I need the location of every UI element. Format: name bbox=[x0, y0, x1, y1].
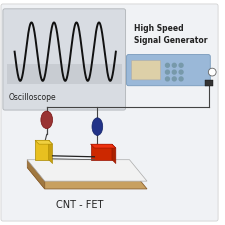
Text: CNT - FET: CNT - FET bbox=[56, 200, 104, 209]
Ellipse shape bbox=[92, 118, 103, 135]
FancyBboxPatch shape bbox=[1, 4, 218, 221]
Circle shape bbox=[125, 170, 134, 180]
Polygon shape bbox=[27, 167, 147, 189]
Bar bbox=[7, 64, 122, 84]
Circle shape bbox=[166, 70, 169, 74]
Circle shape bbox=[172, 63, 176, 67]
Polygon shape bbox=[35, 140, 49, 160]
Polygon shape bbox=[49, 140, 53, 164]
Polygon shape bbox=[90, 144, 116, 148]
Circle shape bbox=[172, 70, 176, 74]
Circle shape bbox=[179, 63, 183, 67]
FancyBboxPatch shape bbox=[3, 9, 126, 110]
Polygon shape bbox=[90, 144, 112, 160]
Circle shape bbox=[208, 68, 216, 76]
Circle shape bbox=[179, 70, 183, 74]
Circle shape bbox=[179, 77, 183, 81]
FancyBboxPatch shape bbox=[131, 61, 161, 80]
Circle shape bbox=[172, 77, 176, 81]
Circle shape bbox=[166, 63, 169, 67]
Ellipse shape bbox=[41, 111, 53, 128]
Bar bbox=[205, 80, 213, 86]
Polygon shape bbox=[27, 160, 147, 181]
Polygon shape bbox=[27, 160, 45, 189]
Polygon shape bbox=[35, 140, 53, 144]
Polygon shape bbox=[112, 144, 116, 164]
FancyBboxPatch shape bbox=[127, 55, 210, 86]
Text: Oscilloscope: Oscilloscope bbox=[9, 93, 56, 102]
Text: High Speed
Signal Generator: High Speed Signal Generator bbox=[134, 24, 208, 45]
Circle shape bbox=[166, 77, 169, 81]
